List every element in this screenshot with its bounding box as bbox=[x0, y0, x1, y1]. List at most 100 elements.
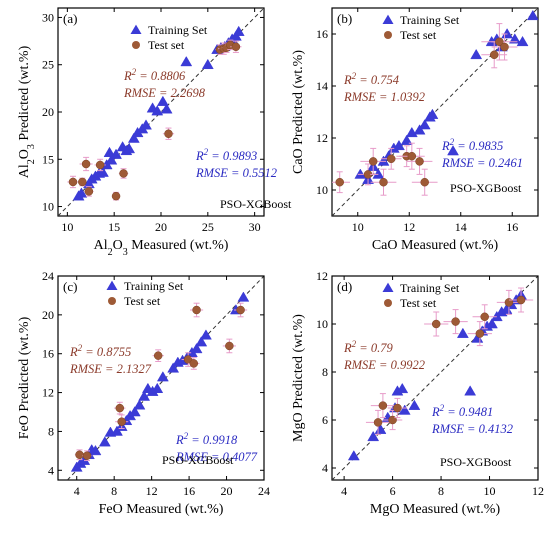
test-point bbox=[75, 450, 84, 459]
plot-frame bbox=[57, 275, 265, 481]
x-tick-label: 20 bbox=[155, 220, 167, 234]
panel-letter: (d) bbox=[337, 279, 352, 294]
x-tick-label: 16 bbox=[506, 220, 518, 234]
x-tick-label: 8 bbox=[438, 484, 444, 498]
x-tick-label: 25 bbox=[202, 220, 214, 234]
x-tick-label: 14 bbox=[455, 220, 467, 234]
training-point bbox=[160, 103, 173, 114]
training-point bbox=[393, 139, 405, 151]
training-point bbox=[110, 148, 122, 159]
y-tick-label: 4 bbox=[322, 461, 328, 475]
test-stats: R2 = 0.8755 RMSE = 2.1327 bbox=[69, 343, 152, 376]
training-point bbox=[97, 166, 109, 177]
x-tick-label: 10 bbox=[352, 220, 364, 234]
training-point bbox=[123, 142, 136, 154]
training-point bbox=[167, 362, 180, 373]
training-point bbox=[105, 154, 118, 165]
training-point bbox=[156, 371, 169, 382]
y-tick-label: 25 bbox=[42, 58, 54, 72]
training-point bbox=[377, 155, 390, 166]
plot-frame bbox=[331, 7, 539, 217]
panel-d: 4 6 8 10 12 4 6 8 10 12 MgO Measured (wt.%) MgO Pre… bbox=[291, 269, 544, 517]
training-stats: R2 = 0.9835 RMSE = 0.2461 bbox=[441, 137, 523, 170]
test-stats-r2: R2 = 0.8806 bbox=[123, 67, 186, 83]
training-point bbox=[447, 145, 459, 156]
test-stats-rmse: RMSE = 2.2698 bbox=[123, 86, 206, 100]
x-tick-label: 4 bbox=[74, 484, 80, 498]
x-tick-label: 10 bbox=[61, 220, 73, 234]
legend-training-marker bbox=[130, 24, 142, 35]
test-point bbox=[373, 418, 383, 427]
test-point bbox=[431, 319, 441, 329]
y-tick-label: 16 bbox=[316, 27, 328, 41]
x-tick-label: 24 bbox=[258, 484, 270, 498]
training-stats-r2: R2 = 0.9481 bbox=[431, 403, 493, 419]
training-stats: R2 = 0.9918 RMSE = 0.4077 bbox=[175, 431, 258, 464]
x-tick-label: 10 bbox=[484, 484, 496, 498]
method-label: PSO-XGBoost bbox=[220, 197, 292, 211]
training-stats-rmse: RMSE = 0.4077 bbox=[175, 450, 258, 464]
training-point bbox=[98, 436, 111, 447]
training-point bbox=[456, 327, 469, 338]
training-point bbox=[408, 399, 421, 410]
legend-test-marker bbox=[384, 299, 392, 307]
legend-training-marker bbox=[382, 14, 394, 25]
panel-a: 10 15 20 25 30 10 15 20 25 30 Al2O3 Measured (wt.%… bbox=[17, 7, 292, 258]
x-tick-label: 12 bbox=[403, 220, 415, 234]
training-point bbox=[470, 48, 483, 60]
legend-test-label: Test set bbox=[124, 294, 161, 308]
y-axis-label: FeO Predicted (wt.%) bbox=[17, 316, 32, 439]
test-stats-rmse: RMSE = 1.0392 bbox=[343, 90, 425, 104]
y-axis-label: Al2O3 Predicted (wt.%) bbox=[17, 45, 37, 178]
legend-training-marker bbox=[106, 280, 118, 291]
training-point bbox=[237, 291, 250, 302]
panel-c: 4 8 12 16 20 24 4 8 12 16 20 24 FeO Measured (wt.%) F… bbox=[17, 269, 270, 517]
training-point bbox=[400, 134, 413, 145]
x-axis-label: MgO Measured (wt.%) bbox=[370, 502, 501, 517]
legend-test-marker bbox=[132, 41, 140, 49]
test-stats: R2 = 0.8806 RMSE = 2.2698 bbox=[123, 67, 206, 100]
training-point bbox=[372, 168, 385, 179]
training-series bbox=[347, 289, 527, 461]
y-tick-label: 12 bbox=[316, 131, 328, 145]
test-stats: R2 = 0.79 RMSE = 0.9922 bbox=[343, 339, 425, 372]
test-point bbox=[386, 154, 396, 164]
legend-training-label: Training Set bbox=[400, 281, 460, 295]
test-point bbox=[231, 42, 241, 52]
training-point bbox=[396, 382, 409, 394]
y-tick-label: 6 bbox=[322, 413, 328, 427]
training-point bbox=[103, 146, 116, 157]
test-point bbox=[164, 129, 173, 138]
x-tick-label: 20 bbox=[221, 484, 233, 498]
legend-training-label: Training Set bbox=[148, 23, 208, 37]
method-label: PSO-XGBoost bbox=[440, 455, 512, 469]
test-series bbox=[74, 302, 248, 462]
test-point bbox=[500, 42, 509, 52]
test-point bbox=[335, 177, 344, 187]
test-point bbox=[489, 50, 499, 60]
test-point bbox=[420, 177, 429, 187]
training-point bbox=[413, 124, 426, 135]
test-stats: R2 = 0.754 RMSE = 1.0392 bbox=[343, 71, 425, 104]
method-label: PSO-XGBoost bbox=[162, 453, 234, 467]
test-stats-rmse: RMSE = 0.9922 bbox=[343, 358, 425, 372]
training-point bbox=[151, 105, 164, 116]
training-point bbox=[526, 9, 538, 21]
method-label: PSO-XGBoost bbox=[450, 181, 522, 195]
test-point bbox=[95, 160, 105, 170]
training-point bbox=[232, 25, 245, 36]
training-point bbox=[89, 444, 102, 456]
training-point bbox=[151, 382, 164, 393]
test-point bbox=[84, 187, 94, 196]
training-stats-r2: R2 = 0.9893 bbox=[195, 147, 257, 163]
training-point bbox=[201, 58, 214, 70]
y-tick-label: 10 bbox=[316, 183, 328, 197]
y-tick-label: 8 bbox=[322, 365, 328, 379]
x-tick-label: 15 bbox=[108, 220, 120, 234]
training-stats-r2: R2 = 0.9918 bbox=[175, 431, 238, 447]
test-point bbox=[225, 341, 234, 351]
legend-training-label: Training Set bbox=[124, 279, 184, 293]
